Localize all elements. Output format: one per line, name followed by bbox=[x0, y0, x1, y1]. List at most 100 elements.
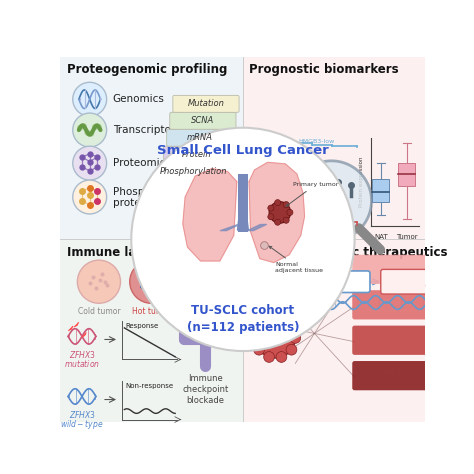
Circle shape bbox=[261, 242, 268, 249]
Text: Proteogenomic profiling: Proteogenomic profiling bbox=[66, 63, 227, 76]
Text: 20: 20 bbox=[246, 206, 253, 211]
FancyBboxPatch shape bbox=[325, 271, 370, 292]
FancyBboxPatch shape bbox=[164, 146, 230, 163]
Polygon shape bbox=[237, 216, 248, 230]
Text: Proteomics: Proteomics bbox=[113, 158, 171, 168]
Circle shape bbox=[269, 201, 291, 223]
Text: AURK inhibitor: AURK inhibitor bbox=[367, 379, 413, 383]
Circle shape bbox=[287, 210, 293, 216]
Text: Response: Response bbox=[125, 322, 158, 328]
Circle shape bbox=[268, 214, 274, 220]
FancyBboxPatch shape bbox=[170, 112, 236, 129]
Circle shape bbox=[274, 219, 281, 225]
FancyBboxPatch shape bbox=[161, 163, 227, 180]
Circle shape bbox=[276, 352, 287, 362]
Text: Protein: Protein bbox=[182, 150, 211, 159]
Text: proteomics: proteomics bbox=[113, 198, 171, 208]
Circle shape bbox=[283, 217, 289, 223]
Text: Transcriptomics: Transcriptomics bbox=[113, 125, 195, 135]
Text: Immune landscape: Immune landscape bbox=[66, 246, 191, 258]
Text: $\it{ZFHX3}$: $\it{ZFHX3}$ bbox=[69, 409, 95, 420]
Circle shape bbox=[286, 321, 297, 331]
Circle shape bbox=[292, 161, 372, 241]
Text: 60: 60 bbox=[246, 171, 253, 176]
Text: HMGB3-low: HMGB3-low bbox=[299, 139, 335, 144]
Circle shape bbox=[88, 130, 94, 137]
Text: Primary tumor: Primary tumor bbox=[286, 182, 338, 206]
Text: HMGB3-high: HMGB3-high bbox=[295, 197, 334, 202]
Text: 0: 0 bbox=[249, 224, 253, 229]
Circle shape bbox=[81, 123, 87, 129]
Text: $\it{mutation}$: $\it{mutation}$ bbox=[64, 358, 100, 369]
FancyBboxPatch shape bbox=[352, 255, 428, 284]
Text: nmf2: nmf2 bbox=[379, 297, 401, 306]
Text: Normal
adjacent tissue: Normal adjacent tissue bbox=[269, 246, 323, 273]
Circle shape bbox=[250, 333, 261, 343]
Circle shape bbox=[450, 370, 465, 385]
Text: Prognostic biomarkers: Prognostic biomarkers bbox=[249, 63, 399, 76]
Circle shape bbox=[254, 344, 264, 355]
Text: 80: 80 bbox=[246, 153, 253, 158]
Text: Cold tumor: Cold tumor bbox=[78, 307, 120, 316]
Bar bbox=[61, 57, 243, 239]
Bar bbox=[399, 163, 415, 186]
Text: Small Cell Lung Cancer: Small Cell Lung Cancer bbox=[157, 144, 329, 157]
Circle shape bbox=[450, 299, 465, 314]
Circle shape bbox=[290, 333, 301, 343]
Text: mRNA: mRNA bbox=[187, 133, 213, 142]
FancyBboxPatch shape bbox=[352, 290, 428, 319]
Text: HMGB3: HMGB3 bbox=[334, 277, 362, 286]
FancyBboxPatch shape bbox=[381, 269, 438, 294]
Circle shape bbox=[286, 344, 297, 355]
Circle shape bbox=[77, 125, 83, 131]
Circle shape bbox=[77, 260, 120, 303]
Bar bbox=[243, 239, 425, 422]
Circle shape bbox=[130, 260, 173, 303]
Circle shape bbox=[92, 124, 98, 130]
Text: Phosphorylation: Phosphorylation bbox=[160, 167, 228, 176]
Polygon shape bbox=[183, 169, 237, 261]
Text: Mutation: Mutation bbox=[188, 100, 224, 109]
Circle shape bbox=[450, 334, 465, 349]
FancyBboxPatch shape bbox=[352, 326, 428, 355]
Circle shape bbox=[96, 124, 102, 130]
Circle shape bbox=[283, 201, 289, 208]
Text: ↑ Cell
migration: ↑ Cell migration bbox=[392, 275, 426, 288]
Circle shape bbox=[131, 128, 355, 351]
Circle shape bbox=[84, 129, 91, 136]
Text: 100: 100 bbox=[242, 135, 253, 140]
Bar bbox=[61, 239, 243, 422]
Text: Subtype-specific therapeutics: Subtype-specific therapeutics bbox=[249, 246, 447, 258]
Text: NAT: NAT bbox=[374, 234, 388, 240]
Text: RTK inhibitor: RTK inhibitor bbox=[370, 343, 410, 348]
Circle shape bbox=[73, 146, 107, 180]
Text: Immune
checkpoint
blockade: Immune checkpoint blockade bbox=[182, 374, 228, 405]
Text: Non-response: Non-response bbox=[125, 383, 173, 389]
Text: Hot tumor: Hot tumor bbox=[132, 307, 171, 316]
Text: Tumor: Tumor bbox=[396, 234, 418, 240]
Polygon shape bbox=[249, 163, 304, 263]
Circle shape bbox=[255, 318, 295, 358]
Text: 40: 40 bbox=[246, 188, 253, 193]
Text: TU-SCLC cohort
(n=112 patients): TU-SCLC cohort (n=112 patients) bbox=[187, 304, 299, 334]
Circle shape bbox=[73, 180, 107, 214]
FancyBboxPatch shape bbox=[167, 129, 233, 146]
Text: Time: Time bbox=[298, 236, 315, 242]
Text: Phospho-: Phospho- bbox=[113, 187, 161, 197]
Circle shape bbox=[264, 313, 274, 324]
Text: $\it{ZFHX3}$: $\it{ZFHX3}$ bbox=[69, 349, 95, 360]
Circle shape bbox=[73, 113, 107, 147]
Circle shape bbox=[268, 205, 274, 211]
Text: SCNA: SCNA bbox=[191, 116, 215, 125]
Circle shape bbox=[73, 82, 107, 116]
Bar bbox=[372, 179, 389, 201]
Circle shape bbox=[450, 263, 465, 279]
Bar bbox=[243, 57, 425, 239]
Text: Chemotherapy: Chemotherapy bbox=[366, 272, 413, 277]
Circle shape bbox=[274, 200, 281, 206]
FancyBboxPatch shape bbox=[173, 95, 239, 112]
Circle shape bbox=[264, 352, 274, 362]
Text: nmf4: nmf4 bbox=[379, 368, 401, 377]
FancyBboxPatch shape bbox=[352, 361, 428, 390]
Circle shape bbox=[254, 321, 264, 331]
